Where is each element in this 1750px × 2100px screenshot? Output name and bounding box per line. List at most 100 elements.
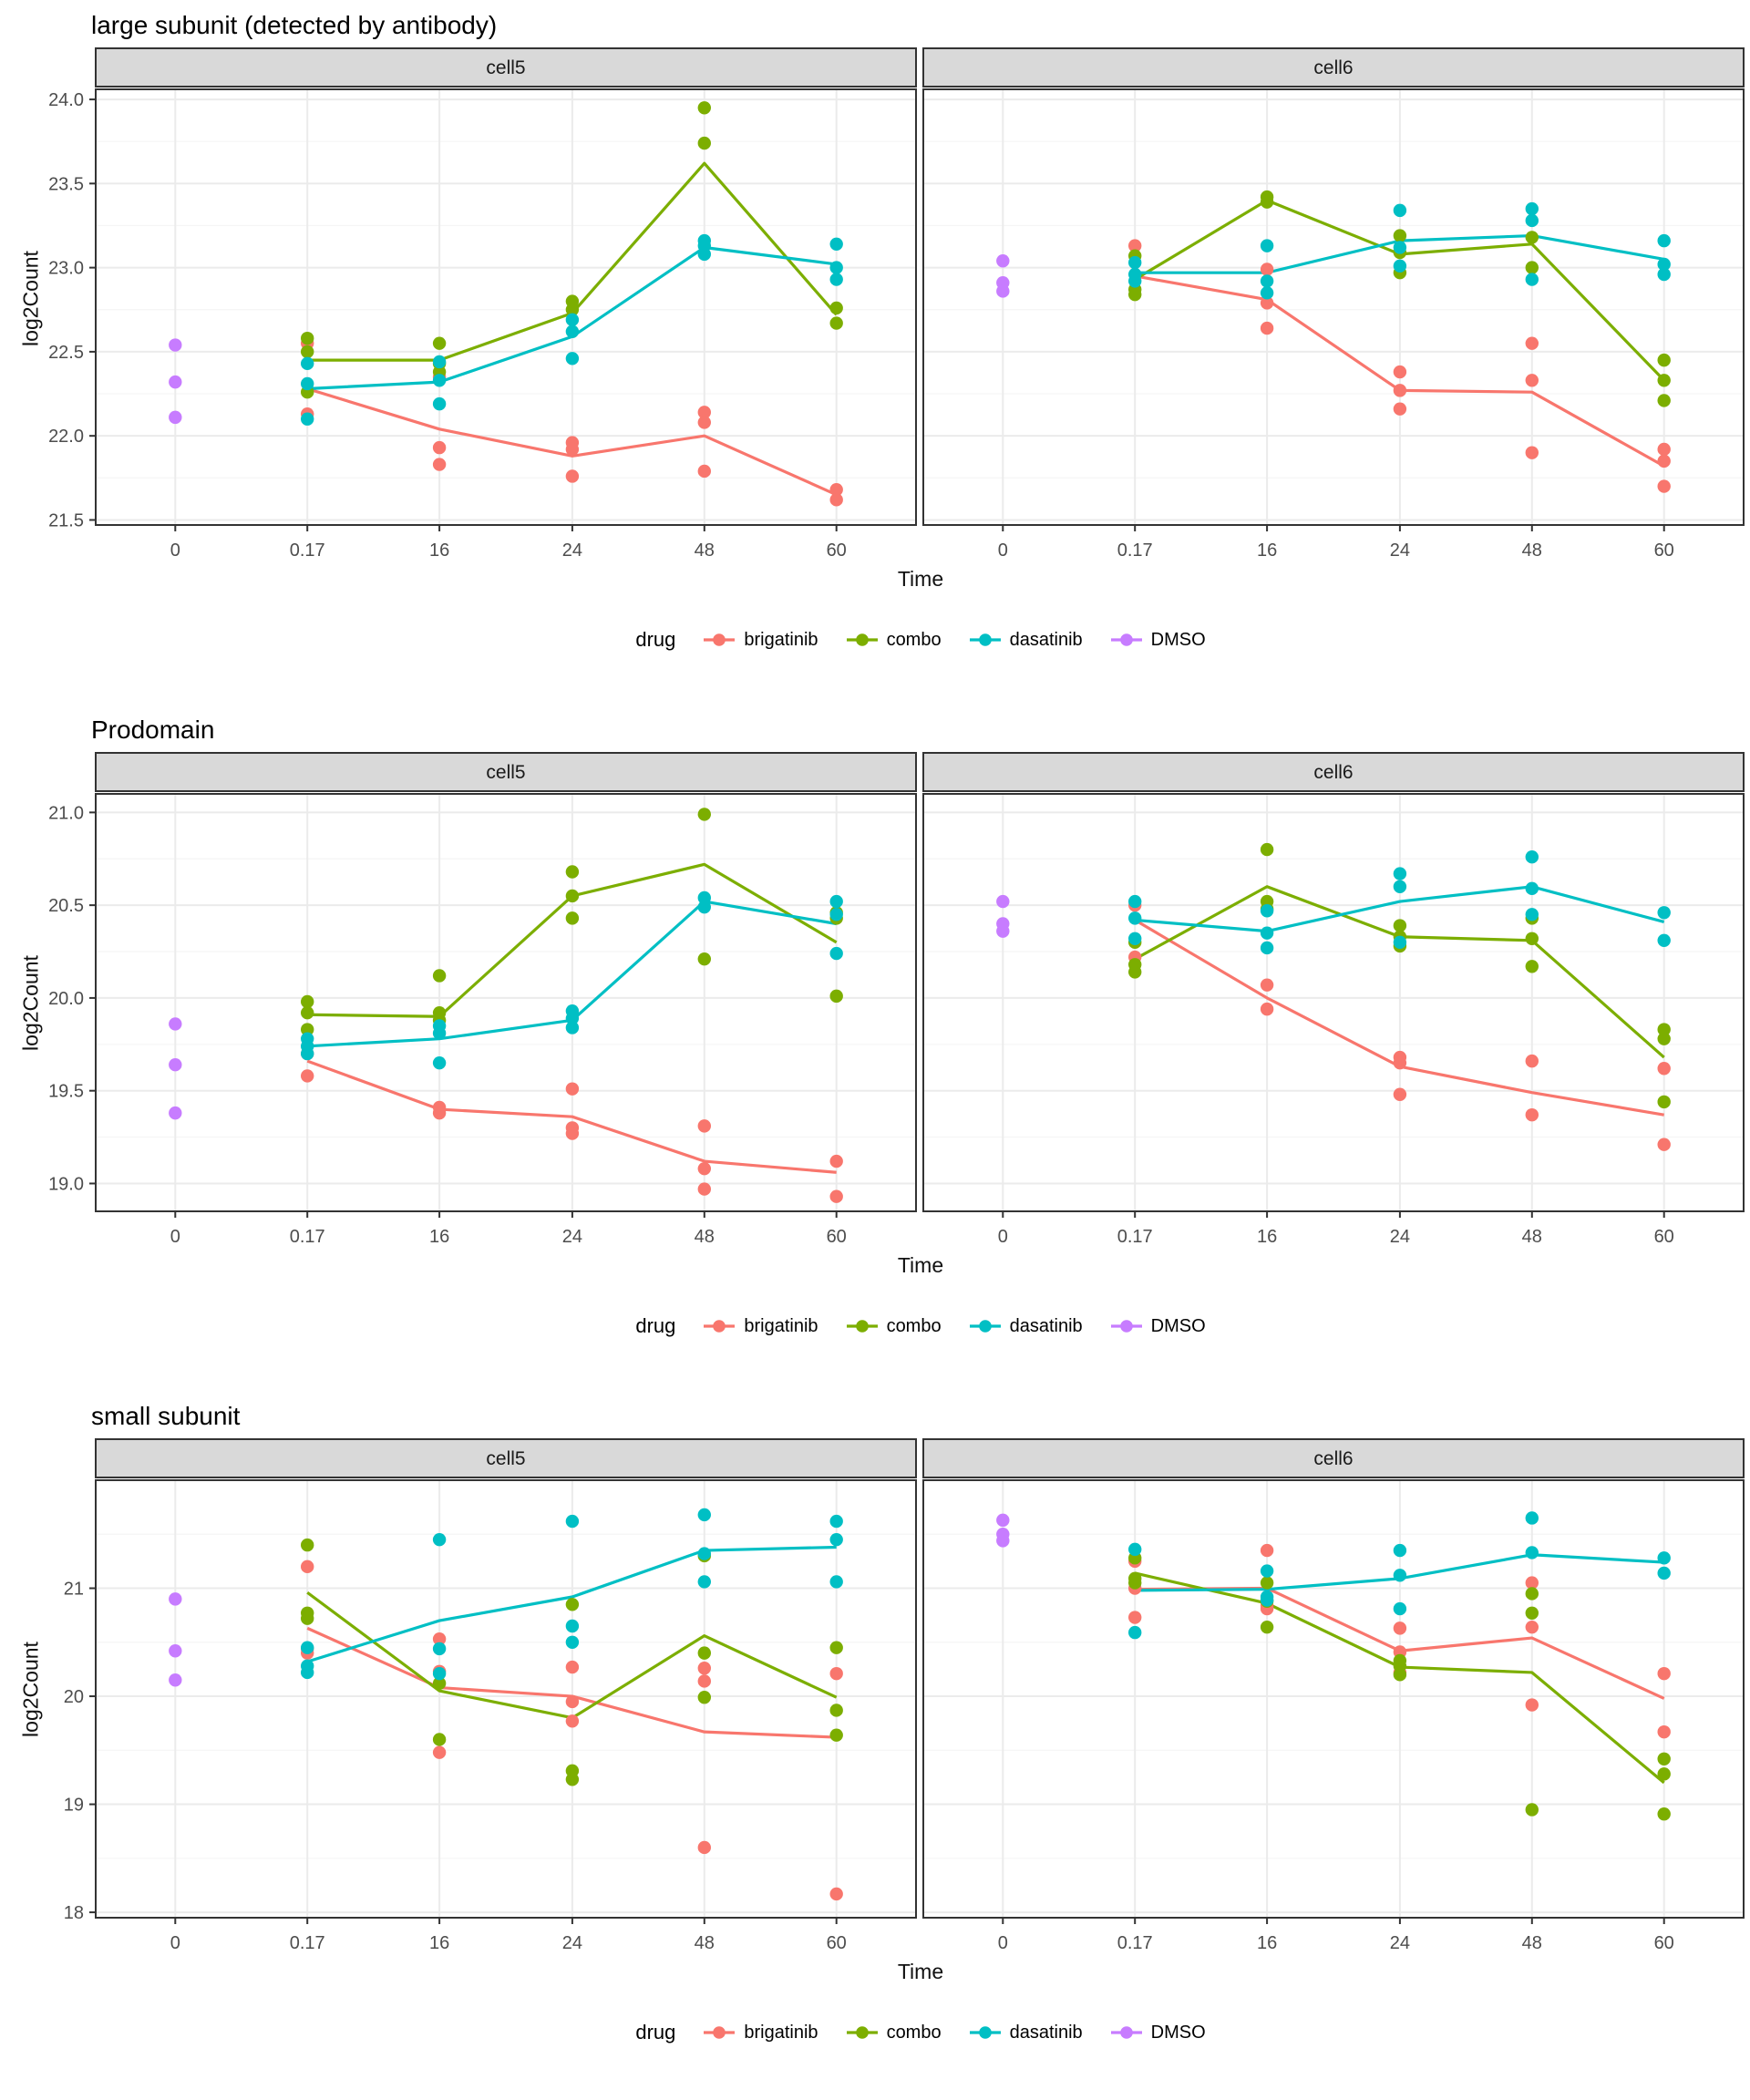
data-point-brigatinib xyxy=(1260,321,1274,335)
facet-strip xyxy=(95,1438,917,1478)
data-point-dasatinib xyxy=(1657,933,1671,948)
legend-label: dasatinib xyxy=(1009,629,1083,650)
data-point-brigatinib xyxy=(565,1694,580,1709)
data-point-dasatinib xyxy=(1393,867,1407,880)
data-point-combo xyxy=(1525,1587,1539,1601)
legend: drug brigatinib combo dasatinib DMSO xyxy=(96,628,1745,652)
x-tick-label: 0.17 xyxy=(290,1227,325,1247)
data-point-brigatinib xyxy=(565,442,580,457)
data-point-combo xyxy=(829,316,843,330)
data-point-combo xyxy=(1657,1023,1671,1036)
data-point-dasatinib xyxy=(1657,906,1671,920)
data-point-combo xyxy=(1525,231,1539,244)
legend-key-icon xyxy=(846,2026,878,2039)
data-point-brigatinib xyxy=(432,458,447,471)
legend-label: brigatinib xyxy=(744,629,818,650)
data-point-combo xyxy=(432,1676,447,1691)
figure-small-subunit: small subunit log2Count cell5 0 0.17 16 24 48… xyxy=(0,1402,1750,2044)
data-point-combo xyxy=(1128,965,1142,979)
legend-key-icon xyxy=(1110,2026,1142,2039)
legend-key-icon xyxy=(969,2026,1001,2039)
data-point-dasatinib xyxy=(432,355,447,369)
data-point-dasatinib xyxy=(829,894,843,909)
legend-label: combo xyxy=(886,1315,942,1336)
data-point-DMSO xyxy=(996,1534,1010,1548)
legend-key-icon xyxy=(704,2026,736,2039)
data-point-dasatinib xyxy=(432,396,447,411)
x-tick-label: 24 xyxy=(562,540,582,561)
x-tick-label: 0 xyxy=(170,540,180,561)
legend-item-combo: combo xyxy=(846,2023,942,2043)
chart-title: large subunit (detected by antibody) xyxy=(91,11,498,39)
data-point-brigatinib xyxy=(1525,1698,1539,1712)
data-point-combo xyxy=(565,911,580,925)
legend-label: brigatinib xyxy=(744,2022,818,2043)
data-point-combo xyxy=(432,336,447,350)
x-tick-label: 48 xyxy=(1522,1227,1542,1247)
data-point-dasatinib xyxy=(1260,286,1274,300)
legend-item-brigatinib: brigatinib xyxy=(703,2023,818,2043)
data-point-combo xyxy=(829,1641,843,1654)
data-point-brigatinib xyxy=(1393,1055,1407,1070)
y-tick-label: 21.0 xyxy=(48,803,84,823)
data-point-dasatinib xyxy=(301,1665,314,1680)
panel-background xyxy=(96,794,916,1211)
legend-title: drug xyxy=(635,2021,676,2043)
data-point-dasatinib xyxy=(697,247,711,262)
data-point-DMSO xyxy=(996,254,1010,268)
data-point-dasatinib xyxy=(565,1619,580,1633)
data-point-dasatinib xyxy=(565,1021,580,1035)
figure-prodomain: Prodomain log2Count cell5 0 0.17 16 24 48 60 ce… xyxy=(0,715,1750,1338)
facet-strip xyxy=(95,752,917,792)
facet-strip xyxy=(922,752,1745,792)
data-point-brigatinib xyxy=(1657,1062,1671,1076)
data-point-dasatinib xyxy=(565,1012,580,1025)
legend-item-combo: combo xyxy=(846,630,942,651)
x-tick-label: 24 xyxy=(1390,1227,1410,1247)
data-point-dasatinib xyxy=(301,412,314,426)
data-point-combo xyxy=(1260,842,1274,857)
data-point-brigatinib xyxy=(1525,1054,1539,1068)
panel-border xyxy=(922,88,1745,526)
legend-title: drug xyxy=(635,1314,676,1337)
data-point-dasatinib xyxy=(432,1666,447,1681)
data-point-dasatinib xyxy=(1525,201,1539,216)
x-tick-label: 0.17 xyxy=(290,1933,325,1953)
x-tick-label: 0 xyxy=(998,1227,1008,1247)
legend: drug brigatinib combo dasatinib DMSO xyxy=(96,2021,1745,2044)
data-point-brigatinib xyxy=(1525,1576,1539,1590)
panel-border xyxy=(95,88,917,526)
data-point-combo xyxy=(1657,353,1671,367)
data-point-combo xyxy=(697,808,711,821)
y-axis-title: log2Count xyxy=(18,251,43,346)
x-axis-title: Time xyxy=(897,1960,944,1983)
data-point-combo xyxy=(1657,374,1671,387)
legend-label: combo xyxy=(886,2022,942,2043)
data-point-dasatinib xyxy=(1657,257,1671,272)
data-point-brigatinib xyxy=(432,1632,447,1646)
y-tick-label: 21 xyxy=(64,1580,84,1600)
data-point-dasatinib xyxy=(829,1575,843,1589)
x-tick-label: 60 xyxy=(1654,540,1674,561)
data-point-dasatinib xyxy=(1260,274,1274,288)
data-point-combo xyxy=(301,1023,314,1036)
x-tick-label: 0.17 xyxy=(1117,1933,1153,1953)
legend-label: DMSO xyxy=(1150,629,1206,650)
chart-canvas-large-subunit: cell5 0 0.17 16 24 48 60 cell6 0 0.17 16 24 48 60 21.5… xyxy=(48,47,1745,561)
data-point-dasatinib xyxy=(1657,1551,1671,1565)
series-line-brigatinib xyxy=(306,386,838,497)
legend-label: brigatinib xyxy=(744,1315,818,1336)
data-point-dasatinib xyxy=(1260,1593,1274,1607)
panel-background xyxy=(96,1480,916,1918)
data-point-dasatinib xyxy=(1525,908,1539,921)
data-point-brigatinib xyxy=(697,1662,711,1675)
data-point-DMSO xyxy=(169,1644,182,1658)
data-point-combo xyxy=(1657,394,1671,407)
data-point-brigatinib xyxy=(829,1887,843,1901)
x-tick-label: 48 xyxy=(1522,540,1542,561)
data-point-combo xyxy=(1657,1095,1671,1109)
x-tick-label: 16 xyxy=(1257,1933,1277,1953)
data-point-dasatinib xyxy=(1260,1564,1274,1578)
data-point-combo xyxy=(1393,229,1407,242)
legend-item-DMSO: DMSO xyxy=(1110,630,1206,651)
